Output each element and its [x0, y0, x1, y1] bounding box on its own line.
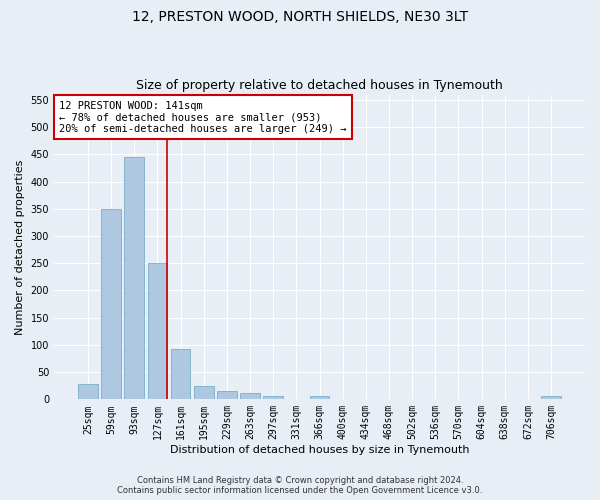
- Bar: [240, 393, 260, 400]
- Bar: [310, 396, 329, 400]
- Title: Size of property relative to detached houses in Tynemouth: Size of property relative to detached ho…: [136, 79, 503, 92]
- Y-axis label: Number of detached properties: Number of detached properties: [15, 160, 25, 334]
- Bar: [217, 391, 237, 400]
- Bar: [263, 396, 283, 400]
- Bar: [78, 384, 98, 400]
- Bar: [541, 396, 561, 400]
- Bar: [124, 157, 144, 400]
- Text: 12 PRESTON WOOD: 141sqm
← 78% of detached houses are smaller (953)
20% of semi-d: 12 PRESTON WOOD: 141sqm ← 78% of detache…: [59, 100, 347, 134]
- Bar: [171, 348, 190, 400]
- Bar: [148, 264, 167, 400]
- Text: Contains HM Land Registry data © Crown copyright and database right 2024.
Contai: Contains HM Land Registry data © Crown c…: [118, 476, 482, 495]
- Bar: [194, 386, 214, 400]
- Text: 12, PRESTON WOOD, NORTH SHIELDS, NE30 3LT: 12, PRESTON WOOD, NORTH SHIELDS, NE30 3L…: [132, 10, 468, 24]
- X-axis label: Distribution of detached houses by size in Tynemouth: Distribution of detached houses by size …: [170, 445, 469, 455]
- Bar: [101, 209, 121, 400]
